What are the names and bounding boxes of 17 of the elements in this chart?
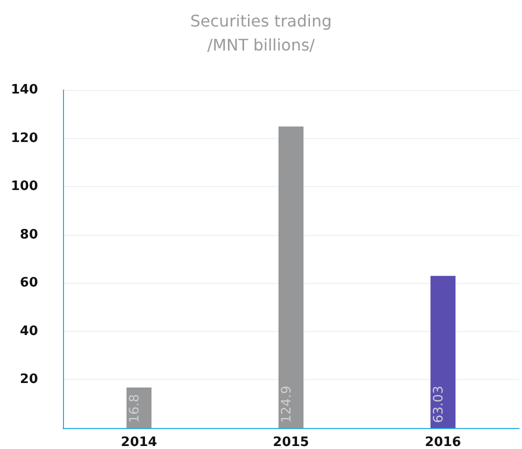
- x-tick-label: 2014: [120, 435, 158, 449]
- data-label: 16.8: [128, 394, 142, 423]
- bar: [278, 126, 304, 428]
- data-label: 63.03: [432, 386, 446, 423]
- y-tick-label: 20: [20, 372, 38, 388]
- y-tick-label: 140: [10, 82, 38, 98]
- x-tick-label: 2016: [424, 435, 462, 449]
- y-tick-label: 80: [20, 227, 38, 242]
- y-tick-label: 100: [10, 179, 38, 194]
- y-tick-label: 120: [10, 130, 38, 146]
- y-tick-label: 40: [20, 324, 38, 339]
- data-label: 124.9: [280, 386, 294, 423]
- x-tick-label: 2015: [272, 435, 310, 449]
- chart-subtitle: /MNT billions/: [207, 36, 316, 54]
- bar: [430, 276, 456, 428]
- chart-title: Securities trading: [190, 12, 332, 30]
- y-tick-label: 60: [20, 276, 38, 291]
